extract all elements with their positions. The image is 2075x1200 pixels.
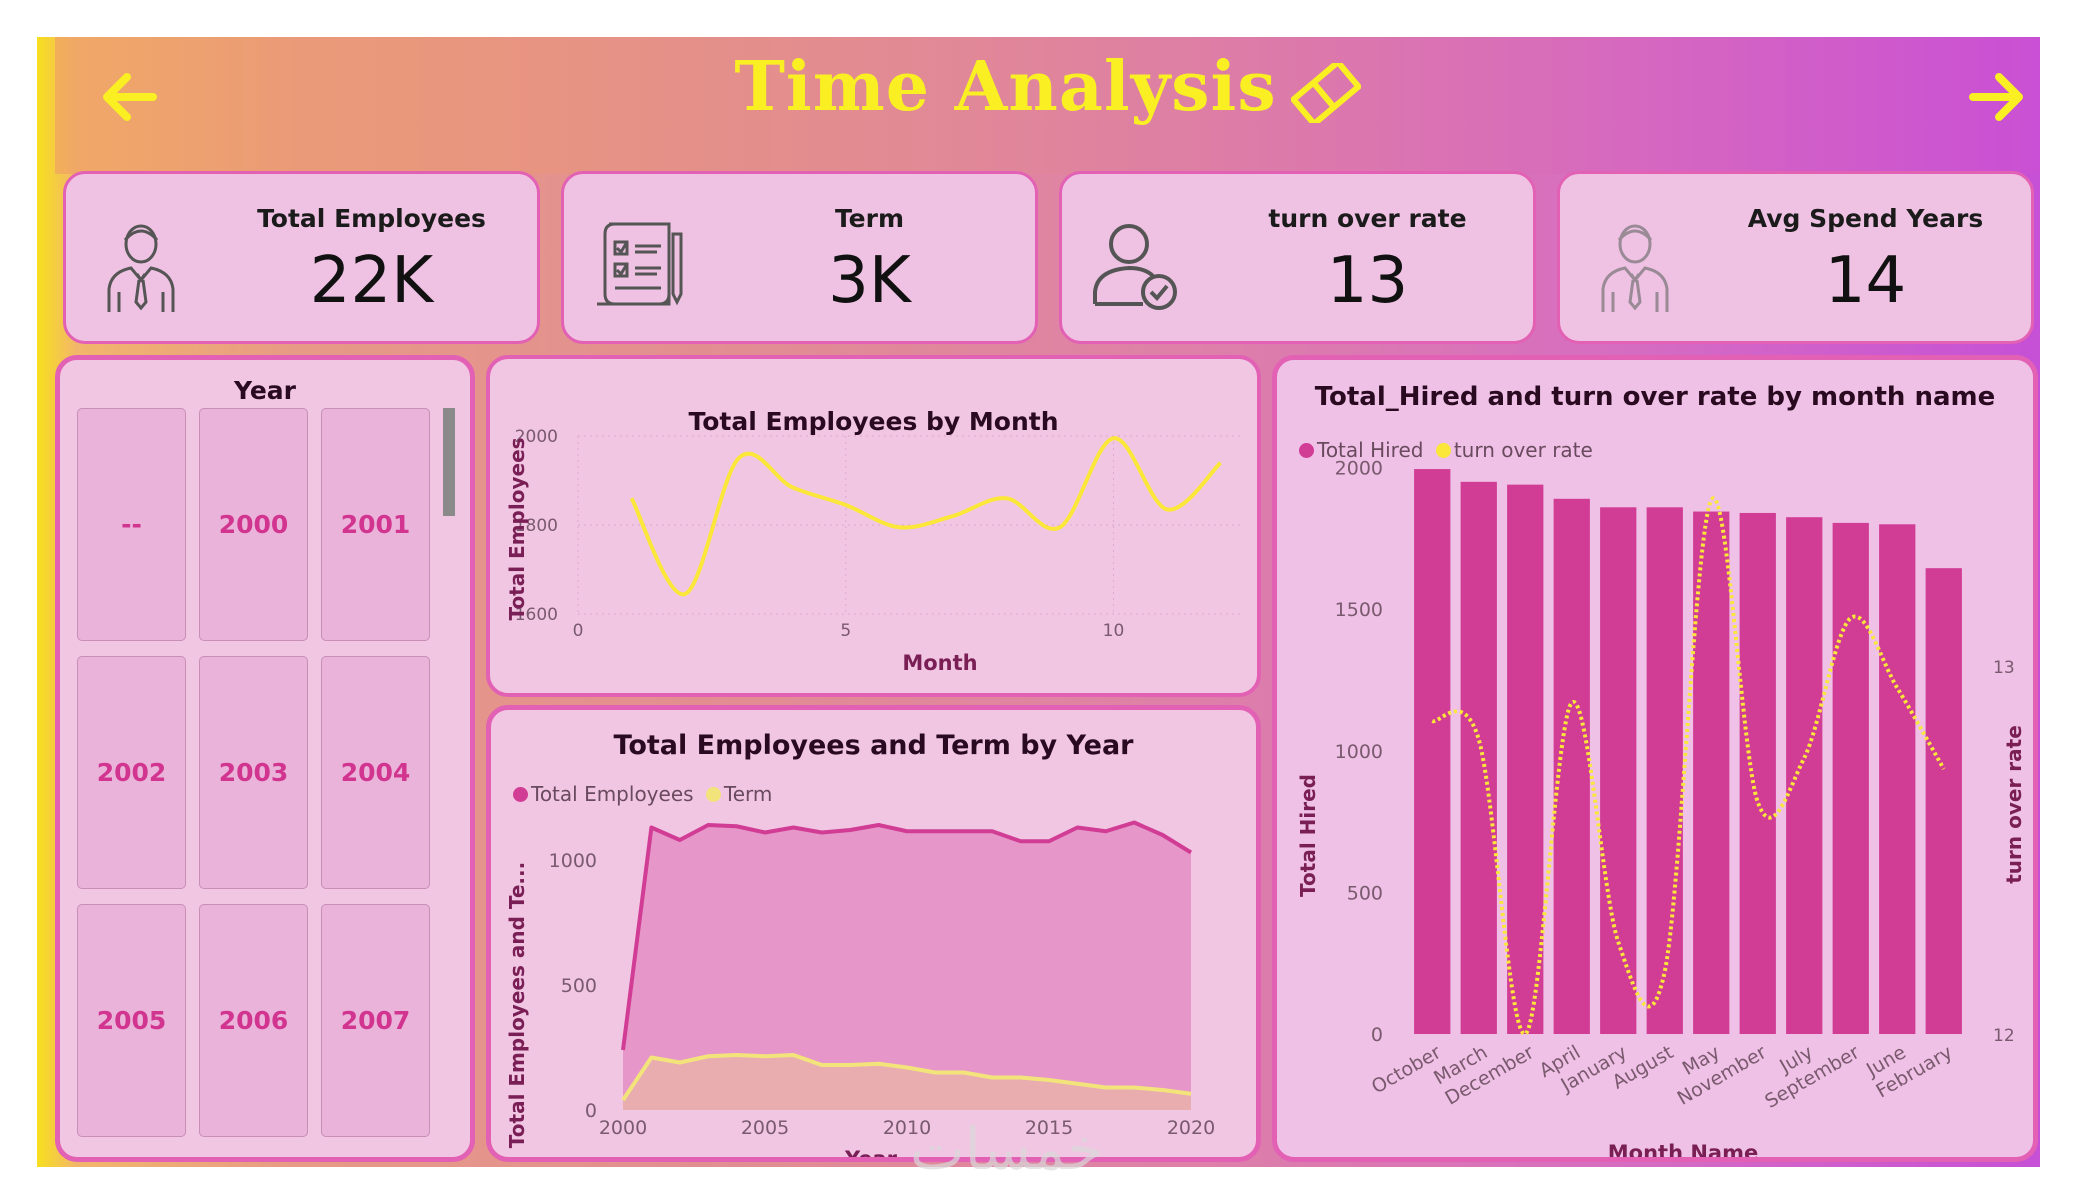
legend-total-employees: Total Employees xyxy=(513,782,694,806)
x-tick-label: September xyxy=(1761,1041,1863,1113)
year-slicer: Year -- 2000 2001 2002 2003 2004 2005 20… xyxy=(55,355,475,1162)
x-tick-label: 2000 xyxy=(599,1117,647,1139)
y-tick-label: 0 xyxy=(585,1100,597,1122)
y-tick-label: 1600 xyxy=(515,605,558,625)
series-line xyxy=(629,436,1223,596)
kpi-card-turnover-rate: turn over rate 13 xyxy=(1059,171,1536,344)
y-tick-label: 2000 xyxy=(1335,458,1383,480)
y-tick-label: 1000 xyxy=(549,850,597,872)
bar xyxy=(1832,522,1869,1034)
x-tick-label: 10 xyxy=(1103,621,1125,641)
y-tick-label: 1800 xyxy=(515,516,558,536)
kpi-label: Avg Spend Years xyxy=(1747,204,1984,233)
y-tick-label: 500 xyxy=(561,975,597,997)
y-tick-label: 0 xyxy=(1371,1024,1383,1046)
x-axis-label: Year xyxy=(844,1147,898,1157)
kpi-value: 3K xyxy=(828,244,911,318)
bar xyxy=(1739,512,1776,1034)
y2-axis-label: turn over rate xyxy=(2002,725,2026,884)
year-tile[interactable]: 2005 xyxy=(77,904,186,1137)
kpi-value: 14 xyxy=(1824,244,1907,318)
y-axis-label: Total Hired xyxy=(1296,774,1320,897)
arrow-right-icon[interactable] xyxy=(1963,67,2033,127)
year-tile[interactable]: 2002 xyxy=(77,656,186,889)
page-title: Time Analysis xyxy=(55,47,2040,127)
series-area xyxy=(623,1055,1191,1110)
kpi-card-term: Term 3K xyxy=(561,171,1038,344)
kpi-label: Total Employees xyxy=(257,204,486,233)
bar xyxy=(1600,507,1637,1034)
x-tick-label: 2020 xyxy=(1167,1117,1215,1139)
bar xyxy=(1507,484,1544,1034)
legend-term: Term xyxy=(705,782,772,806)
document-checklist-icon xyxy=(597,222,683,306)
y-tick-label: 500 xyxy=(1347,882,1383,904)
year-tile[interactable]: 2003 xyxy=(199,656,308,889)
y-tick-label: 1500 xyxy=(1335,599,1383,621)
year-tile[interactable]: 2007 xyxy=(321,904,430,1137)
dashboard-canvas: Time Analysis Total Employees 22K xyxy=(37,37,2040,1167)
year-tile[interactable]: -- xyxy=(77,408,186,641)
year-tile[interactable]: 2006 xyxy=(199,904,308,1137)
x-axis-label: Month Name xyxy=(1608,1141,1758,1157)
slicer-title: Year xyxy=(234,376,296,405)
employee-icon xyxy=(107,224,175,312)
year-tile[interactable]: 2001 xyxy=(321,408,430,641)
y2-tick-label: 12 xyxy=(1993,1026,2015,1046)
x-axis-label: Month xyxy=(902,651,977,675)
y-axis-label: Total Employees and Te... xyxy=(505,862,529,1148)
x-tick-label: 5 xyxy=(840,621,851,641)
chart-title: Total Employees by Month xyxy=(688,407,1059,436)
bar xyxy=(1460,481,1497,1034)
x-tick-label: 2015 xyxy=(1025,1117,1073,1139)
x-tick-label: 2005 xyxy=(741,1117,789,1139)
kpi-value: 22K xyxy=(309,244,434,318)
year-tile[interactable]: 2000 xyxy=(199,408,308,641)
header-bar: Time Analysis xyxy=(55,37,2040,174)
chart-title: Total_Hired and turn over rate by month … xyxy=(1314,382,1996,412)
bar xyxy=(1553,498,1590,1035)
kpi-label: Term xyxy=(834,204,905,233)
kpi-card-total-employees: Total Employees 22K xyxy=(63,171,540,344)
bar xyxy=(1786,517,1823,1034)
series-area xyxy=(623,822,1191,1110)
year-tile[interactable]: 2004 xyxy=(321,656,430,889)
chart-title: Total Employees and Term by Year xyxy=(613,730,1134,761)
y-tick-label: 2000 xyxy=(515,427,558,447)
arrow-left-icon[interactable] xyxy=(93,67,163,127)
x-tick-label: 2010 xyxy=(883,1117,931,1139)
kpi-label: turn over rate xyxy=(1268,204,1467,233)
eraser-diamond-icon xyxy=(1290,62,1361,123)
watermark: خمسات xyxy=(910,1115,1104,1183)
kpi-card-avg-spend-years: Avg Spend Years 14 xyxy=(1557,171,2034,344)
y-tick-label: 1000 xyxy=(1335,741,1383,763)
bar xyxy=(1646,507,1683,1034)
bar xyxy=(1414,469,1451,1034)
chart-employees-term-by-year: Total Employees and Term by Year Total E… xyxy=(486,705,1261,1162)
bar xyxy=(1693,511,1730,1034)
legend-turn-over-rate: turn over rate xyxy=(1435,438,1593,462)
x-tick-label: 0 xyxy=(573,621,584,641)
chart-employees-by-month: Total Employees by Month 1600 1800 2000 0 5 1… xyxy=(486,355,1261,697)
y2-tick-label: 13 xyxy=(1993,658,2015,678)
y-axis-label: Total Employees xyxy=(505,437,529,620)
bar xyxy=(1879,524,1916,1034)
user-check-icon xyxy=(1093,224,1177,310)
slicer-scrollbar[interactable] xyxy=(443,408,455,516)
chart-legend: Total Hired turn over rate xyxy=(1299,438,1593,462)
chart-hired-turnover-by-month: Total_Hired and turn over rate by month … xyxy=(1272,355,2038,1162)
employee-icon xyxy=(1601,224,1669,312)
chart-legend: Total Employees Term xyxy=(513,782,772,806)
legend-total-hired: Total Hired xyxy=(1299,438,1423,462)
kpi-value: 13 xyxy=(1326,244,1409,318)
bar xyxy=(1925,568,1962,1034)
